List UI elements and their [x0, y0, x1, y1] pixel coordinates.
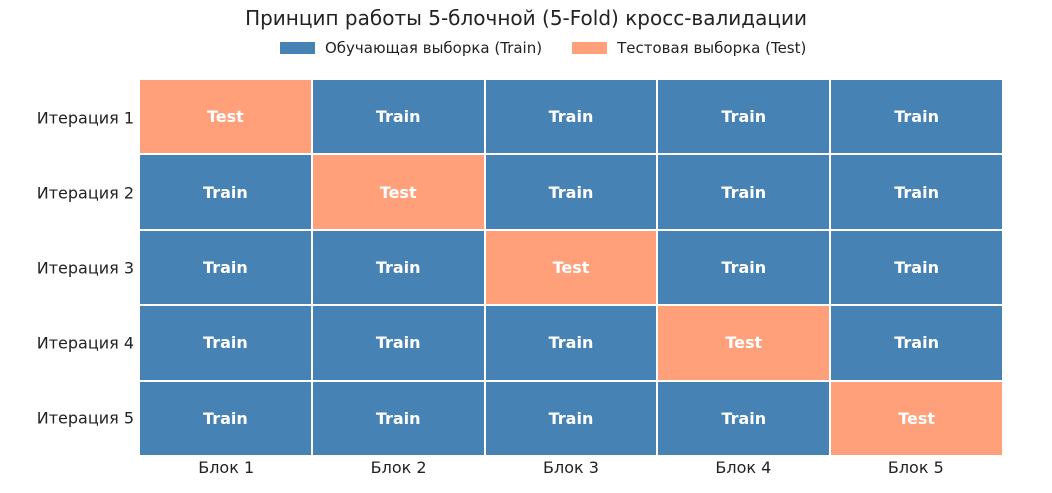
legend-item-test: Тестовая выборка (Test): [572, 39, 806, 57]
row-label-4: Итерация 4: [36, 333, 134, 352]
fold-cell-3-3: Test: [485, 230, 657, 305]
column-labels: Блок 1 Блок 2 Блок 3 Блок 4 Блок 5: [140, 458, 1002, 478]
fold-cell-2-2: Test: [312, 155, 484, 229]
legend: Обучающая выборка (Train) Тестовая выбор…: [280, 38, 836, 58]
fold-cell-3-4: Train: [658, 230, 830, 305]
fold-cell-1-4: Train: [658, 80, 830, 154]
legend-swatch-train: [280, 42, 315, 54]
row-label-3: Итерация 3: [36, 258, 134, 277]
legend-item-train: Обучающая выборка (Train): [280, 39, 542, 57]
fold-cell-5-3: Train: [485, 381, 657, 455]
row-labels: Итерация 1 Итерация 2 Итерация 3 Итерация 4…: [0, 80, 134, 455]
fold-cell-3-5: Train: [831, 230, 1002, 305]
fold-cell-4-2: Train: [312, 306, 484, 380]
diagram-title: Принцип работы 5-блочной (5-Fold) кросс-…: [245, 6, 807, 30]
fold-cell-4-1: Train: [140, 306, 311, 380]
fold-cell-4-3: Train: [485, 306, 657, 380]
fold-cell-5-1: Train: [140, 381, 311, 455]
column-label-2: Блок 2: [370, 458, 427, 477]
fold-cell-5-4: Train: [658, 381, 830, 455]
fold-cell-1-5: Train: [831, 80, 1002, 154]
fold-cell-5-5: Test: [831, 381, 1002, 455]
column-label-1: Блок 1: [198, 458, 255, 477]
row-label-2: Итерация 2: [36, 183, 134, 202]
fold-cell-4-5: Train: [831, 306, 1002, 380]
fold-cell-1-3: Train: [485, 80, 657, 154]
fold-cell-1-1: Test: [140, 80, 311, 154]
legend-label-test: Тестовая выборка (Test): [617, 39, 807, 57]
fold-cell-3-1: Train: [140, 230, 311, 305]
legend-swatch-test: [572, 42, 608, 54]
fold-cell-2-4: Train: [658, 155, 830, 229]
legend-label-train: Обучающая выборка (Train): [325, 39, 543, 57]
column-label-5: Блок 5: [887, 458, 944, 477]
fold-cell-2-3: Train: [485, 155, 657, 229]
fold-cell-2-5: Train: [831, 155, 1002, 229]
row-label-1: Итерация 1: [36, 108, 134, 127]
fold-cell-5-2: Train: [312, 381, 484, 455]
fold-cell-3-2: Train: [312, 230, 484, 305]
row-label-5: Итерация 5: [36, 408, 134, 427]
fold-cell-1-2: Train: [312, 80, 484, 154]
column-label-3: Блок 3: [543, 458, 599, 477]
fold-cell-4-4: Test: [658, 306, 830, 380]
fold-grid: Test Train Train Train Train Train Test Train Tr…: [140, 80, 1002, 455]
column-label-4: Блок 4: [715, 458, 772, 477]
fold-cell-2-1: Train: [140, 155, 311, 229]
